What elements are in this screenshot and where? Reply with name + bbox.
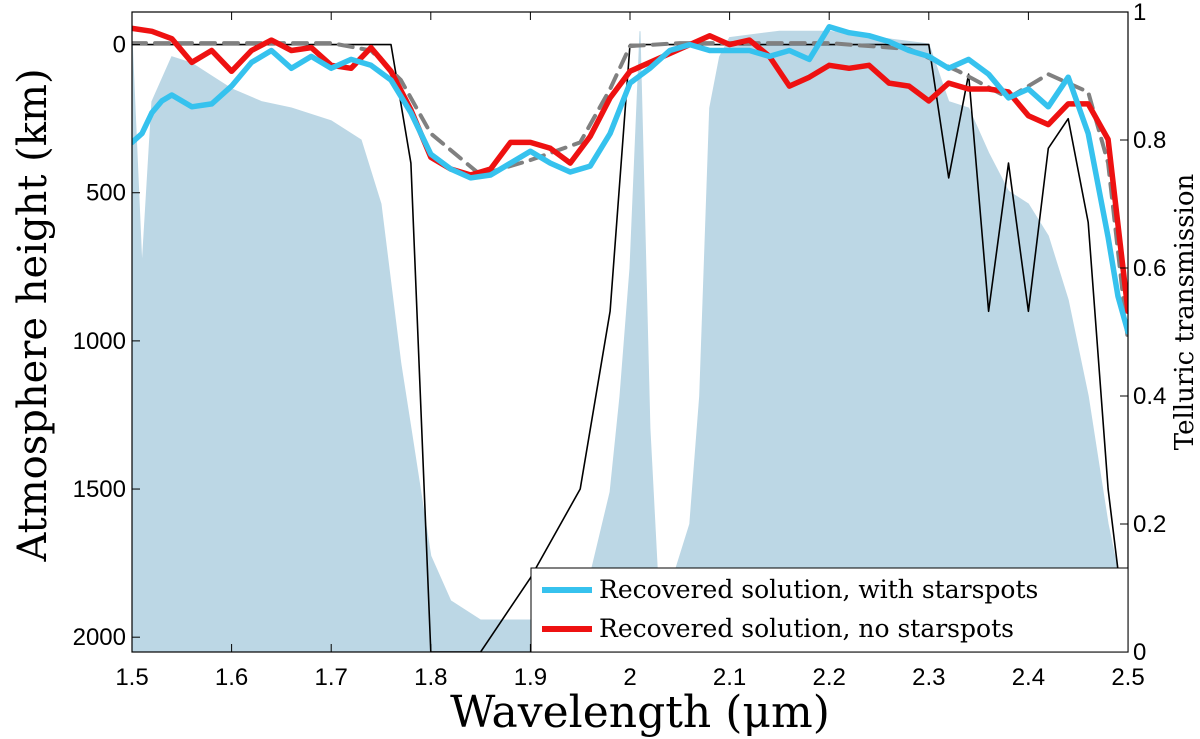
y2-tick-label: 1 — [1133, 0, 1146, 26]
plot-area — [132, 24, 1128, 652]
x-tick-label: 2.2 — [813, 664, 846, 691]
y-tick-label: 500 — [86, 180, 126, 207]
y2-tick-label: 0.2 — [1133, 511, 1166, 538]
x-tick-label: 2.5 — [1111, 664, 1144, 691]
axes: 1.5 1.6 1.7 1.8 1.9 2 2.1 2.2 2.3 2.4 2.5050010001… — [73, 0, 1167, 691]
legend-box — [530, 567, 1129, 653]
y2-tick-label: 0 — [1133, 639, 1146, 666]
x-tick-label: 2.3 — [912, 664, 945, 691]
y2-tick-label: 0.6 — [1133, 255, 1166, 282]
x-tick-label: 1.8 — [414, 664, 447, 691]
y2-tick-label: 0.8 — [1133, 127, 1166, 154]
series-recovered-solution-with-starspots — [132, 24, 1128, 335]
series-recovered-solution-no-starspots — [132, 25, 1128, 315]
y-tick-label: 2000 — [73, 624, 126, 651]
y-tick-label: 1000 — [73, 328, 126, 355]
legend-label-no-starspots: Recovered solution, no starspots — [599, 614, 1014, 643]
x-tick-label: 1.5 — [115, 664, 148, 691]
y-axis-title: Atmosphere height (km) — [10, 68, 56, 562]
y-tick-label: 0 — [113, 32, 126, 59]
x-tick-label: 2.1 — [713, 664, 746, 691]
x-tick-label: 1.9 — [514, 664, 547, 691]
x-axis-title: Wavelength (μm) — [450, 687, 830, 738]
y-tick-label: 1500 — [73, 476, 126, 503]
x-tick-label: 1.7 — [315, 664, 348, 691]
series-true-atmosphere-profile — [132, 43, 1128, 652]
x-tick-label: 2.4 — [1012, 664, 1045, 691]
x-tick-label: 1.6 — [215, 664, 248, 691]
x-tick-label: 2 — [623, 664, 636, 691]
series-telluric-transmission — [132, 30, 1128, 652]
legend-label-with-starspots: Recovered solution, with starspots — [599, 575, 1038, 604]
y2-tick-label: 0.4 — [1133, 383, 1166, 410]
legend: Recovered solution, with starspots Recov… — [530, 567, 1129, 653]
y2-axis-title: Telluric transmission — [1170, 174, 1200, 451]
